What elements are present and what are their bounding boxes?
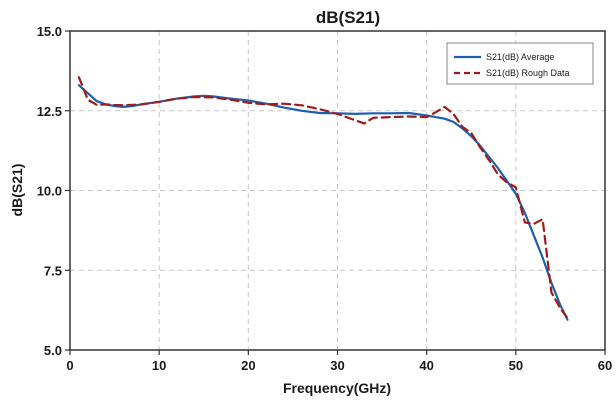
y-tick-label: 10.0 [37, 184, 62, 199]
y-tick-label: 7.5 [44, 263, 62, 278]
y-axis-label: dB(S21) [9, 164, 25, 217]
legend: S21(dB) Average S21(dB) Rough Data [446, 42, 594, 85]
x-tick-label: 0 [66, 358, 73, 373]
series-line-rough-data [77, 76, 569, 320]
x-tick-label: 20 [241, 358, 255, 373]
x-tick-label: 40 [419, 358, 433, 373]
y-tick-label: 15.0 [37, 24, 62, 39]
y-tick-label: 5.0 [44, 343, 62, 358]
gridlines [70, 31, 605, 350]
legend-box [446, 42, 594, 85]
y-tick-label: 12.5 [37, 104, 62, 119]
x-tick-label: 10 [152, 358, 166, 373]
legend-label-rough-data: S21(dB) Rough Data [486, 68, 570, 78]
legend-label-average: S21(dB) Average [486, 52, 554, 62]
x-tick-label: 50 [509, 358, 523, 373]
chart-title: dB(S21) [316, 8, 380, 27]
series-lines [77, 76, 569, 321]
axis-ticks: 0 10 20 30 40 50 60 5.0 7.5 10.0 12.5 15.0 [37, 24, 613, 373]
x-tick-label: 30 [330, 358, 344, 373]
x-axis-label: Frequency(GHz) [283, 380, 391, 396]
x-tick-label: 60 [598, 358, 612, 373]
